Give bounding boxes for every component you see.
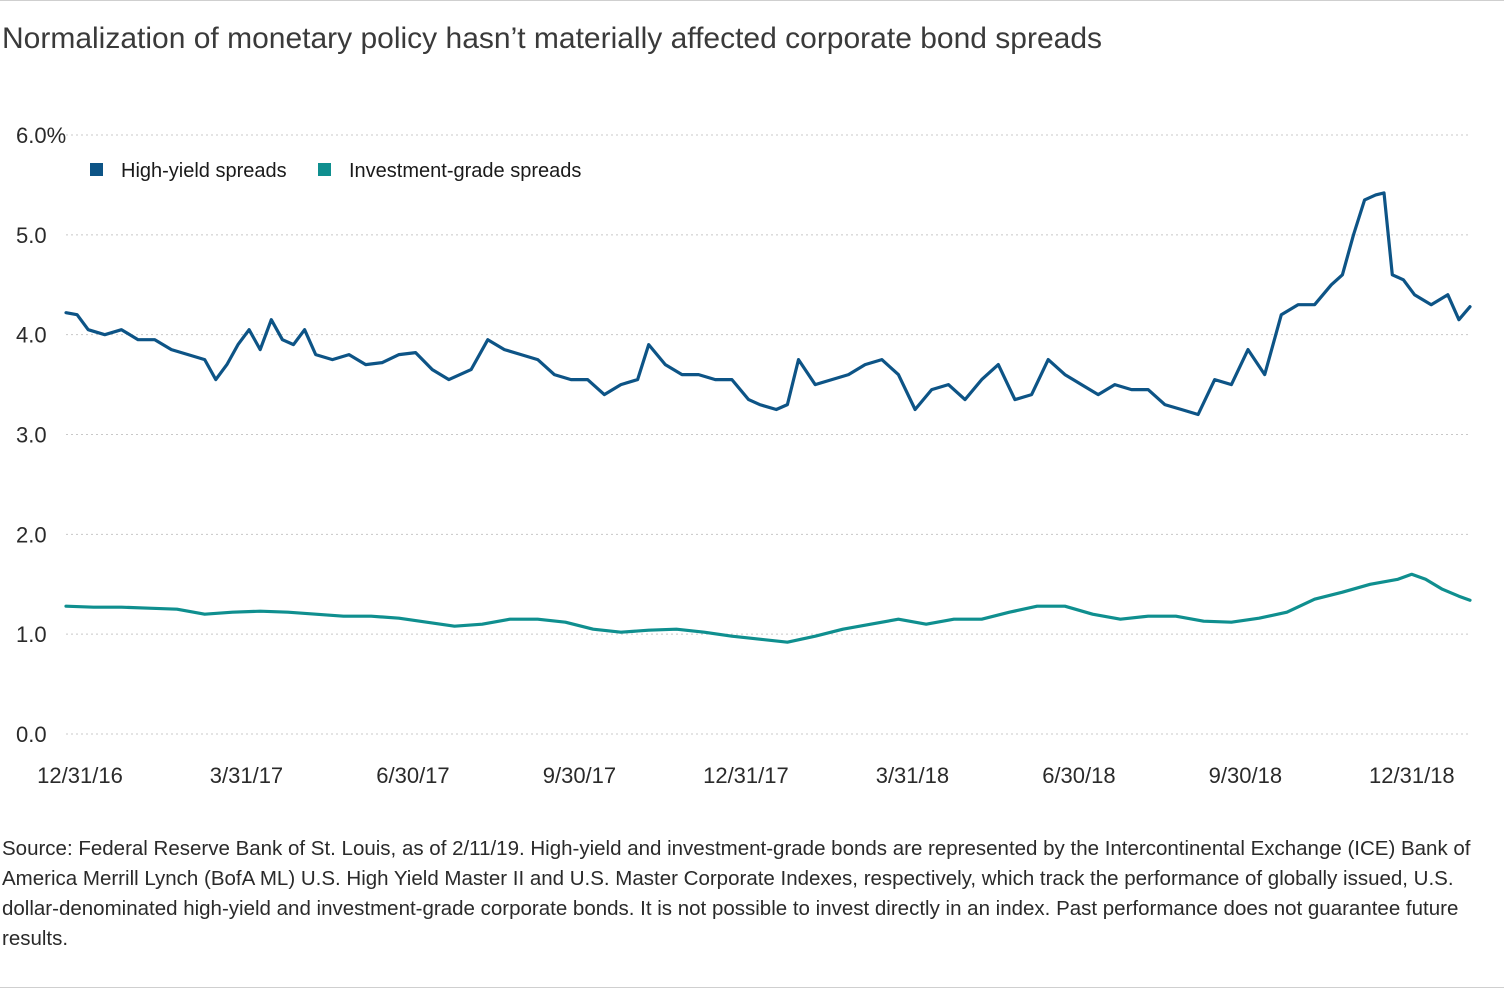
y-tick-label: 3.0 (16, 423, 47, 448)
x-tick-label: 12/31/16 (37, 763, 123, 788)
legend-label-investment-grade: Investment-grade spreads (349, 160, 581, 182)
y-tick-label: 6.0% (16, 123, 66, 148)
investment-grade-spreads-line (64, 572, 1472, 644)
x-tick-label: 12/31/17 (703, 763, 789, 788)
legend-swatch-high-yield (90, 163, 103, 176)
x-tick-label: 9/30/17 (543, 763, 616, 788)
x-tick-label: 3/31/18 (876, 763, 949, 788)
bottom-rule (0, 987, 1504, 988)
x-tick-label: 12/31/18 (1369, 763, 1455, 788)
x-tick-label: 3/31/17 (210, 763, 283, 788)
chart-title: Normalization of monetary policy hasn’t … (2, 22, 1103, 55)
series-lines (64, 191, 1472, 644)
legend-swatch-investment-grade (318, 163, 331, 176)
y-tick-label: 2.0 (16, 522, 47, 547)
legend: High-yield spreads Investment-grade sprea… (90, 160, 581, 182)
y-tick-label: 5.0 (16, 223, 47, 248)
top-rule (0, 0, 1504, 1)
grid-lines (66, 134, 1470, 735)
high-yield-spreads-line (64, 191, 1472, 417)
line-chart: 0.0 1.0 2.0 3.0 4.0 5.0 6.0% 12/31/16 3/31/17 6/… (16, 123, 1472, 788)
x-tick-label: 6/30/17 (376, 763, 449, 788)
y-tick-label: 0.0 (16, 722, 47, 747)
legend-label-high-yield: High-yield spreads (121, 160, 287, 182)
y-tick-label: 4.0 (16, 323, 47, 348)
source-note: Source: Federal Reserve Bank of St. Loui… (2, 837, 1471, 950)
y-tick-label: 1.0 (16, 622, 47, 647)
x-axis-tick-labels: 12/31/16 3/31/17 6/30/17 9/30/17 12/31/17 3/3… (37, 763, 1454, 788)
x-tick-label: 9/30/18 (1209, 763, 1282, 788)
y-axis-tick-labels: 0.0 1.0 2.0 3.0 4.0 5.0 6.0% (16, 123, 66, 747)
x-tick-label: 6/30/18 (1042, 763, 1115, 788)
